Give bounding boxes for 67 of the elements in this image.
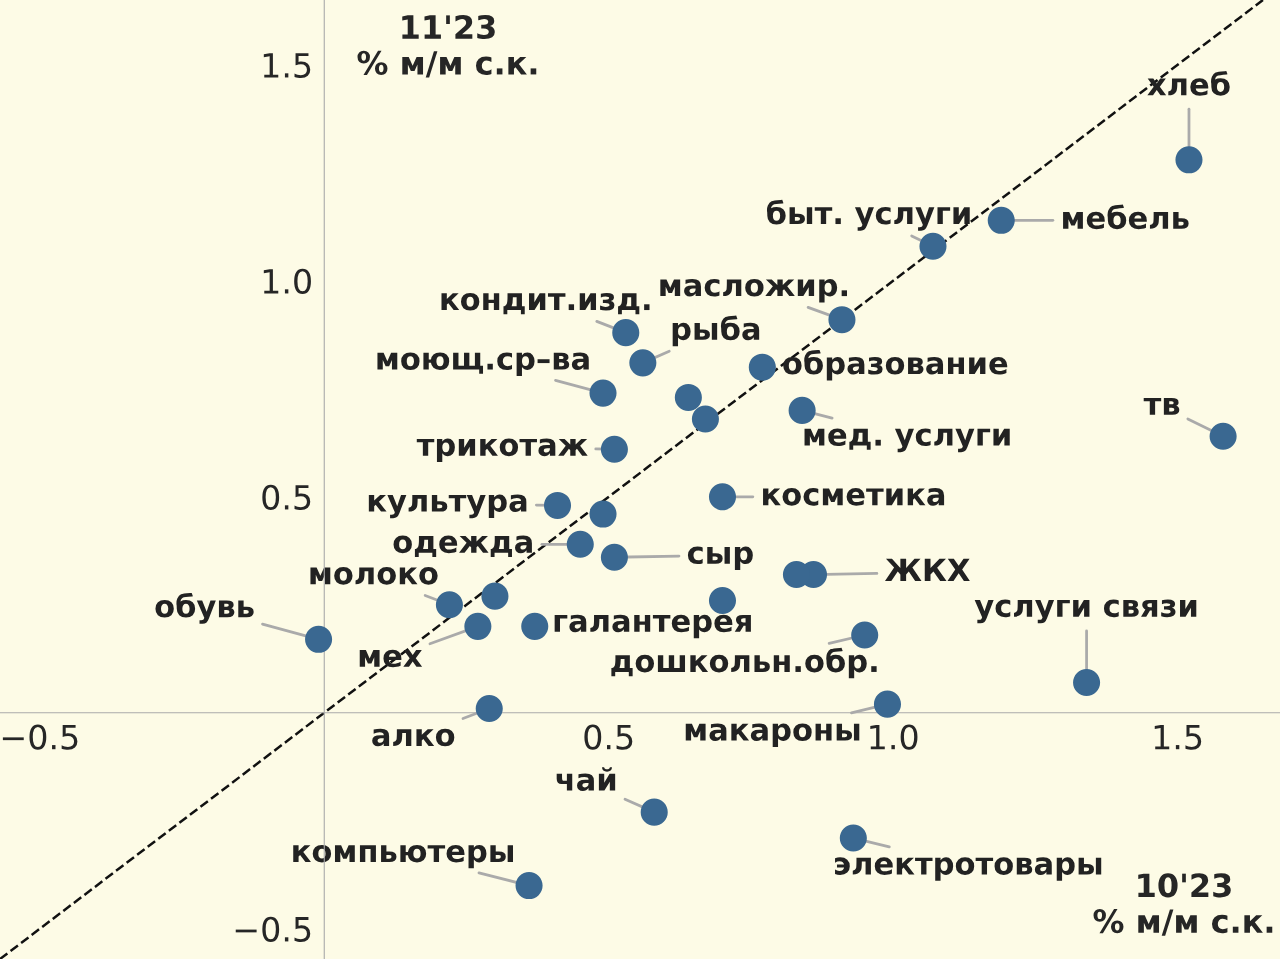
point bbox=[475, 694, 503, 722]
point bbox=[748, 353, 776, 381]
annotation: услуги связи bbox=[974, 599, 1197, 624]
y-tick-label: 1.0 bbox=[263, 268, 311, 294]
annotation: быт. услуги bbox=[766, 199, 970, 231]
point bbox=[566, 530, 594, 558]
point bbox=[987, 206, 1015, 234]
point bbox=[600, 435, 628, 463]
point bbox=[919, 232, 947, 260]
annotation: мех bbox=[359, 649, 423, 668]
x-tick-label: 1.0 bbox=[870, 724, 918, 750]
annotation: хлеб bbox=[1147, 71, 1230, 96]
y-tick-label: −0.5 bbox=[235, 916, 311, 942]
annotation: ЖКХ bbox=[884, 558, 970, 581]
annotation: алко bbox=[372, 728, 455, 747]
annotation: сыр bbox=[687, 546, 753, 571]
point bbox=[589, 500, 617, 528]
point bbox=[481, 582, 509, 610]
annotation: тв bbox=[1143, 398, 1180, 415]
point bbox=[674, 383, 702, 411]
point bbox=[708, 586, 737, 614]
annotation: трикотаж bbox=[416, 438, 588, 463]
point bbox=[1073, 668, 1101, 697]
point bbox=[851, 621, 879, 649]
point bbox=[828, 306, 856, 334]
annotation: дошкольн.обр. bbox=[611, 647, 877, 679]
x-tick-label: 1.5 bbox=[1154, 724, 1202, 750]
annotation: электротовары bbox=[835, 857, 1102, 881]
y-tick-label: 0.5 bbox=[262, 484, 311, 510]
annotation: кондит.изд. bbox=[441, 292, 650, 315]
point bbox=[612, 319, 640, 347]
annotation: культура bbox=[368, 494, 527, 519]
annotation: мед. услуги bbox=[804, 428, 1010, 453]
point bbox=[515, 872, 543, 900]
annotation: мебель bbox=[1063, 204, 1189, 230]
point bbox=[543, 491, 572, 519]
point bbox=[521, 612, 549, 640]
point bbox=[691, 405, 719, 433]
annotation: образование bbox=[783, 349, 1008, 381]
annotation: чай bbox=[556, 767, 616, 791]
point bbox=[464, 612, 492, 640]
x-tick-label: 0.5 bbox=[584, 724, 633, 750]
annotation: макароны bbox=[685, 723, 860, 747]
annotation: компьютеры bbox=[293, 844, 513, 869]
point bbox=[839, 824, 867, 852]
point bbox=[708, 483, 737, 511]
annotation: галантерея bbox=[554, 614, 751, 639]
point bbox=[589, 379, 617, 407]
point bbox=[600, 543, 628, 571]
point bbox=[305, 625, 333, 653]
annotation: обувь bbox=[155, 592, 254, 624]
annotation: рыба bbox=[672, 315, 760, 347]
point bbox=[629, 349, 657, 377]
annotation: косметика bbox=[763, 488, 945, 506]
point bbox=[1209, 422, 1237, 450]
x-tick-label: −0.5 bbox=[2, 724, 78, 750]
point bbox=[435, 591, 463, 619]
annotation: масложир. bbox=[660, 278, 848, 303]
point bbox=[640, 798, 668, 826]
point bbox=[1175, 146, 1203, 174]
annotation: моющ.ср–ва bbox=[377, 352, 589, 376]
point bbox=[788, 396, 816, 424]
annotation: одежда bbox=[393, 535, 532, 557]
y-axis-title: 11'23 % м/м с.к. bbox=[357, 14, 537, 78]
point bbox=[873, 690, 901, 718]
annotation: молоко bbox=[310, 567, 438, 585]
y-tick-label: 1.5 bbox=[263, 53, 311, 78]
